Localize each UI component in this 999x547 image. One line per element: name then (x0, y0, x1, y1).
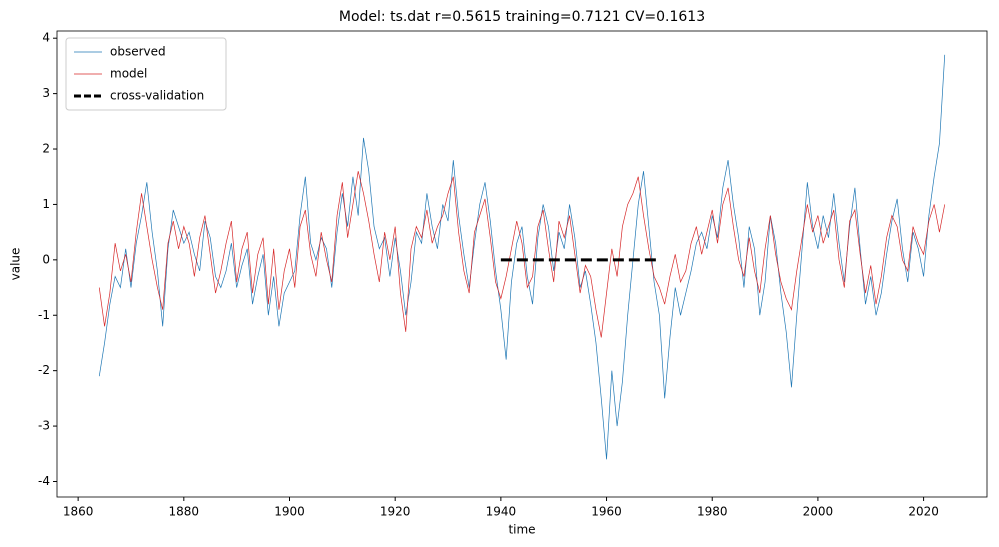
chart-title: Model: ts.dat r=0.5615 training=0.7121 C… (339, 9, 705, 25)
x-tick-label: 2020 (908, 505, 939, 519)
x-tick-label: 1900 (274, 505, 305, 519)
legend-label: model (110, 67, 147, 81)
x-tick-label: 1880 (169, 505, 200, 519)
x-tick-label: 2000 (803, 505, 834, 519)
y-tick-label: -2 (38, 363, 50, 377)
y-tick-label: -1 (38, 308, 50, 322)
y-tick-label: 2 (42, 142, 50, 156)
y-tick-label: 0 (42, 252, 50, 266)
legend-box (65, 37, 227, 111)
plot-frame (56, 30, 988, 498)
legend-label: cross-validation (110, 89, 204, 103)
y-tick-label: 3 (42, 86, 50, 100)
y-tick-label: -4 (38, 474, 50, 488)
legend-label: observed (110, 45, 166, 59)
x-tick-label: 1920 (380, 505, 411, 519)
x-tick-label: 1940 (486, 505, 517, 519)
y-tick-label: 1 (42, 197, 50, 211)
x-tick-label: 1980 (697, 505, 728, 519)
y-axis-label: value (9, 248, 23, 281)
x-tick-label: 1960 (591, 505, 622, 519)
y-tick-label: -3 (38, 419, 50, 433)
x-axis-label: time (508, 523, 535, 537)
series-line (98, 171, 946, 338)
y-tick-label: 4 (42, 31, 50, 45)
x-tick-label: 1860 (63, 505, 94, 519)
